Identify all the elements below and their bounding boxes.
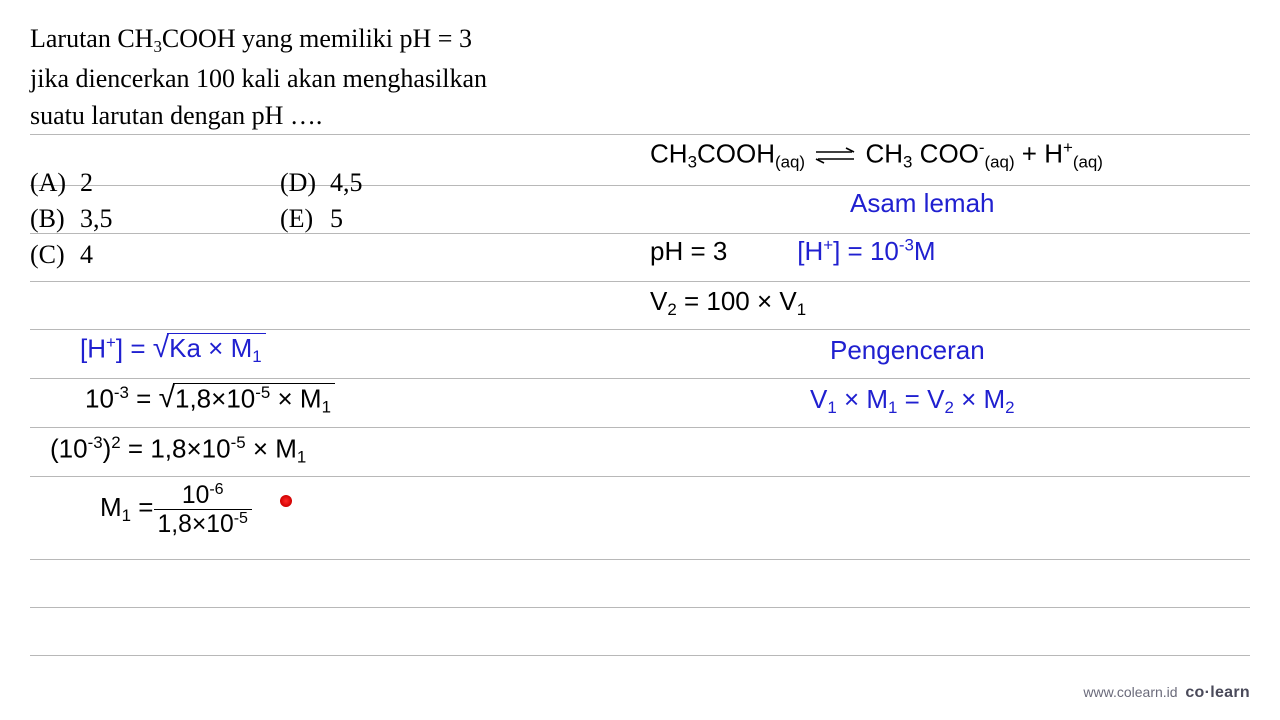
footer-url: www.colearn.id xyxy=(1083,684,1177,700)
laser-pointer-icon xyxy=(280,495,292,507)
question-text: Larutan CH3COOH yang memiliki pH = 3 jik… xyxy=(30,24,487,130)
option-b: (B) 3,5 xyxy=(30,204,113,234)
brand-logo: co·learn xyxy=(1185,684,1250,701)
option-d: (D) 4,5 xyxy=(280,168,363,198)
option-a: (A) 2 xyxy=(30,168,113,198)
question-stem: Larutan CH3COOH yang memiliki pH = 3 jik… xyxy=(30,20,650,135)
option-c: (C) 4 xyxy=(30,240,113,270)
footer-branding: www.colearn.id co·learn xyxy=(1083,684,1250,702)
equilibrium-arrows-icon xyxy=(812,145,858,165)
option-e: (E) 5 xyxy=(280,204,363,234)
answer-options: (A) 2 (B) 3,5 (C) 4 (D) 4,5 (E) 5 xyxy=(30,168,113,276)
